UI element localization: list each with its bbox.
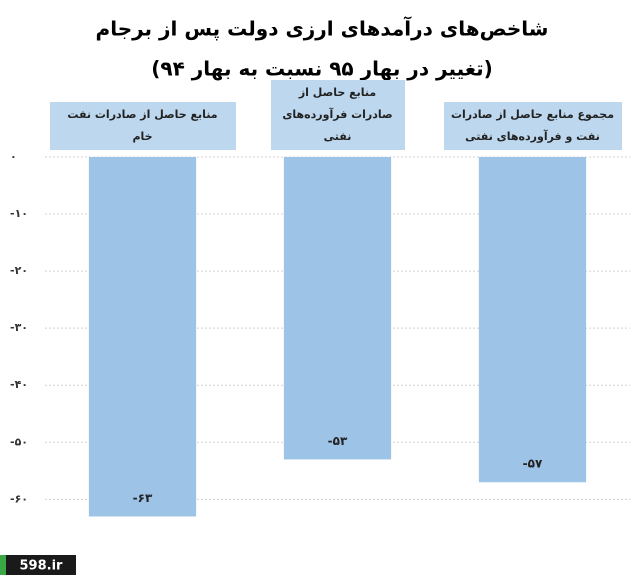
category-label: مجموع منابع حاصل از صادرات نفت و فرآورده… [443, 102, 622, 150]
category-label: منابع حاصل از صادرات نفت خام [49, 102, 236, 150]
watermark-stripe [0, 555, 6, 575]
value-label: -۶۳ [133, 491, 153, 505]
bar [478, 157, 587, 483]
watermark: 598.ir [20, 559, 64, 574]
y-tick-label: -۳۰ [10, 321, 28, 334]
bar [283, 157, 392, 460]
chart-title: شاخص‌های درآمدهای ارزی دولت پس از برجام [96, 16, 549, 42]
chart-subtitle: (تغییر در بهار ۹۵ نسبت به بهار ۹۴) [151, 57, 493, 81]
y-tick-label: -۲۰ [10, 264, 28, 277]
bar [88, 157, 197, 517]
y-tick-label: -۴۰ [10, 378, 28, 391]
value-label: -۵۷ [523, 457, 543, 471]
y-tick-label: -۵۰ [10, 435, 28, 448]
value-label: -۵۳ [328, 434, 348, 448]
y-tick-label: -۱۰ [10, 207, 28, 220]
category-label: منابع حاصل از صادرات فرآورده‌های نفتی [270, 80, 405, 150]
watermark-box [6, 555, 76, 575]
y-tick-label: ۰ [10, 150, 17, 163]
y-tick-label: -۶۰ [10, 492, 28, 505]
